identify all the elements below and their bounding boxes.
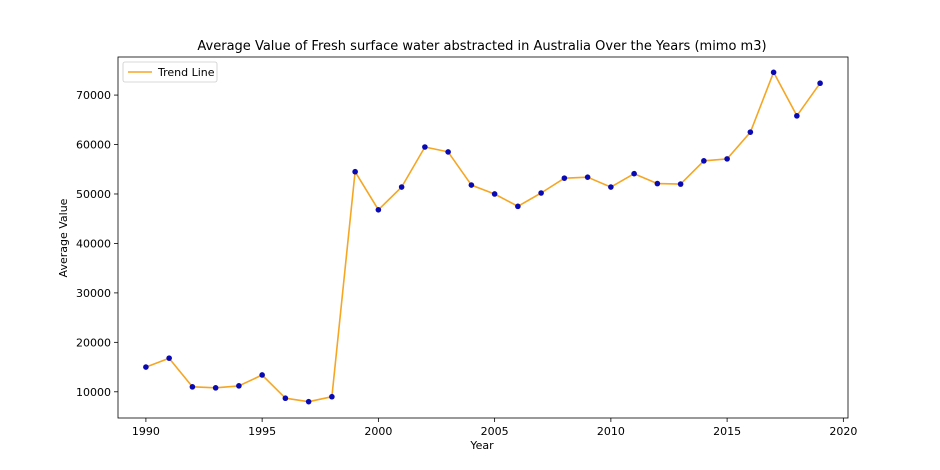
data-point <box>515 203 521 210</box>
plot-frame <box>117 56 849 419</box>
data-point <box>584 174 591 180</box>
data-point <box>166 355 172 361</box>
x-tick-label: 2020 <box>829 425 857 438</box>
y-axis: 10000 20000 30000 40000 50000 60000 70000 <box>76 89 118 399</box>
data-point <box>212 385 219 391</box>
data-point <box>724 156 730 162</box>
x-tick-label: 2000 <box>364 425 392 438</box>
data-point <box>468 182 475 188</box>
y-tick-label: 60000 <box>76 139 111 152</box>
data-point <box>654 180 661 187</box>
legend-box <box>122 61 218 83</box>
data-point <box>445 149 451 155</box>
plot-area <box>117 56 849 419</box>
x-tick-label: 1990 <box>132 425 160 438</box>
data-point <box>701 158 707 164</box>
data-point <box>817 80 823 87</box>
data-point <box>236 383 242 389</box>
y-tick-label: 10000 <box>76 386 111 399</box>
x-tick-label: 2005 <box>481 425 509 438</box>
legend: Trend Line <box>122 61 218 83</box>
x-tick-label: 2015 <box>713 425 741 438</box>
data-point <box>538 190 544 196</box>
data-point <box>747 129 754 135</box>
x-axis: 1990 1995 2000 2005 2010 2015 2020 <box>132 418 857 438</box>
data-point <box>608 184 614 190</box>
y-tick-label: 50000 <box>76 188 111 201</box>
data-point <box>794 113 800 119</box>
x-axis-label: Year <box>469 439 494 452</box>
series-layer <box>143 69 823 405</box>
data-point <box>677 181 684 187</box>
data-point <box>352 168 358 175</box>
x-tick-label: 2010 <box>597 425 625 438</box>
data-point <box>189 384 196 390</box>
legend-label: Trend Line <box>157 66 215 79</box>
data-point <box>143 364 149 370</box>
data-point <box>375 207 382 213</box>
y-tick-label: 20000 <box>76 336 111 349</box>
y-tick-label: 70000 <box>76 89 111 102</box>
y-tick-label: 30000 <box>76 287 111 300</box>
data-point <box>770 69 777 76</box>
x-tick-label: 1995 <box>248 425 276 438</box>
data-point <box>631 170 637 177</box>
data-point <box>282 395 289 402</box>
y-axis-label: Average Value <box>57 198 70 277</box>
data-point <box>259 372 265 378</box>
data-point <box>491 191 498 197</box>
data-point <box>561 175 568 181</box>
data-point <box>329 393 335 400</box>
chart-title: Average Value of Fresh surface water abs… <box>197 39 766 54</box>
data-point <box>305 398 312 405</box>
y-tick-label: 40000 <box>76 237 111 250</box>
series-line-trend <box>145 71 821 403</box>
data-point <box>398 184 405 190</box>
data-point <box>422 144 428 150</box>
